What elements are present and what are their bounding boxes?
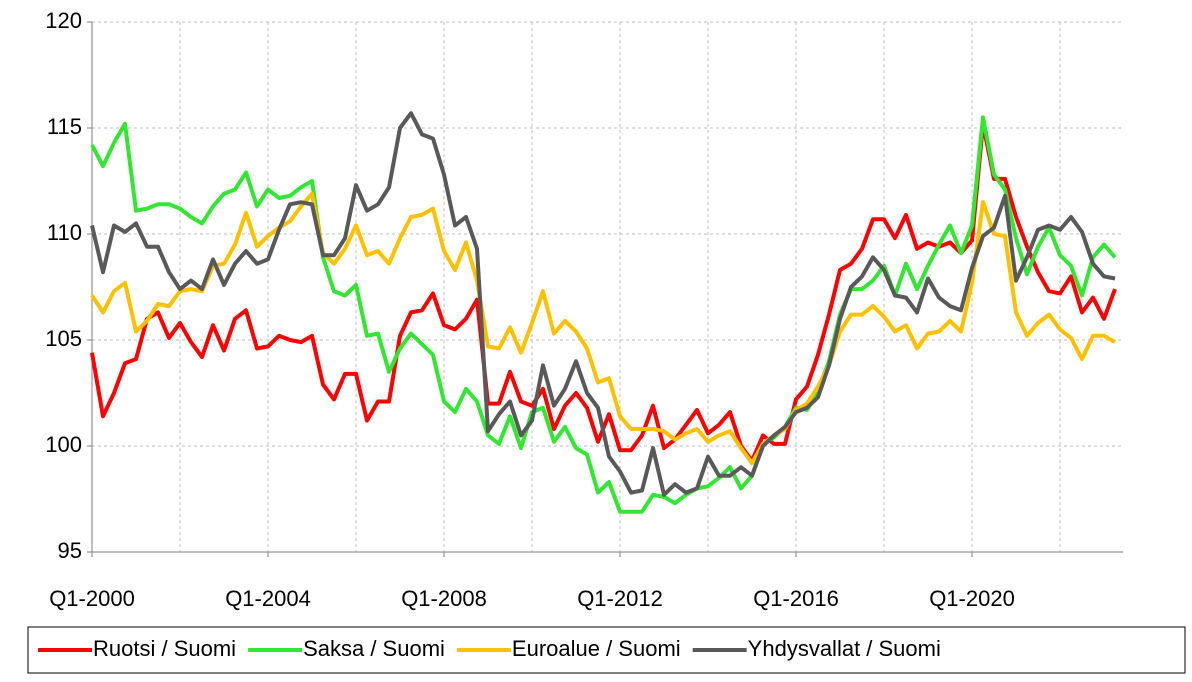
series-line [90,191,1116,465]
x-tick-label: Q1-2004 [225,586,311,611]
x-tick-label: Q1-2020 [929,586,1015,611]
y-tick-label: 100 [45,432,82,457]
y-tick-label: 110 [47,220,82,245]
x-tick-label: Q1-2008 [401,586,487,611]
legend-label: Ruotsi / Suomi [93,636,236,661]
legend-label: Euroalue / Suomi [512,636,681,661]
series-line [90,111,1116,497]
x-tick-label: Q1-2000 [49,586,135,611]
legend-label: Saksa / Suomi [303,636,445,661]
y-tick-label: 120 [45,8,82,33]
x-tick-label: Q1-2012 [577,586,663,611]
series-line [90,115,1117,514]
legend-label: Yhdysvallat / Suomi [748,636,941,661]
y-tick-label: 105 [45,326,82,351]
y-tick-label: 115 [47,114,82,139]
legend-box [27,626,1186,674]
x-tick-label: Q1-2016 [753,586,839,611]
y-tick-label: 95 [58,538,82,563]
